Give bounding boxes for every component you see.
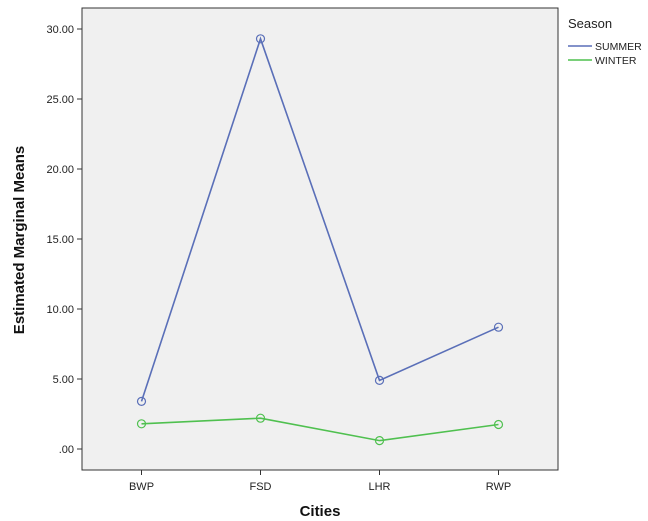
data-point-summer [136,396,147,406]
data-point-summer [493,322,504,332]
y-axis-title: Estimated Marginal Means [11,146,28,334]
series-line-summer [140,36,499,402]
y-tick-label: .00 [59,444,74,456]
y-tick-label: 20.00 [46,164,74,176]
y-tick-label: 25.00 [46,94,74,106]
data-point-winter [136,419,147,429]
data-point-winter [255,413,266,423]
series-layer [136,34,504,446]
plot-area [81,7,559,471]
series-line-winter [141,417,499,442]
y-tick-label: 5.00 [53,374,74,386]
y-tick-label: 30.00 [46,24,74,36]
data-point-winter [374,436,385,446]
y-tick-label: 15.00 [46,234,74,246]
y-axis: .00 5.00 10.00 15.00 20.00 25.00 30.00 [46,24,82,456]
legend-label: WINTER [595,55,637,67]
legend: Season SUMMER WINTER [568,16,642,67]
x-tick-label: BWP [129,481,154,493]
legend-title: Season [568,16,612,31]
x-axis-title: Cities [300,503,341,520]
x-tick-label: RWP [486,481,511,493]
data-point-summer [374,375,385,385]
x-tick-label: LHR [368,481,390,493]
data-point-summer [255,34,266,44]
legend-label: SUMMER [595,41,642,53]
x-tick-label: FSD [250,481,272,493]
y-tick-label: 10.00 [46,304,74,316]
x-axis: BWP FSD LHR RWP [129,470,511,493]
data-point-winter [493,419,504,430]
